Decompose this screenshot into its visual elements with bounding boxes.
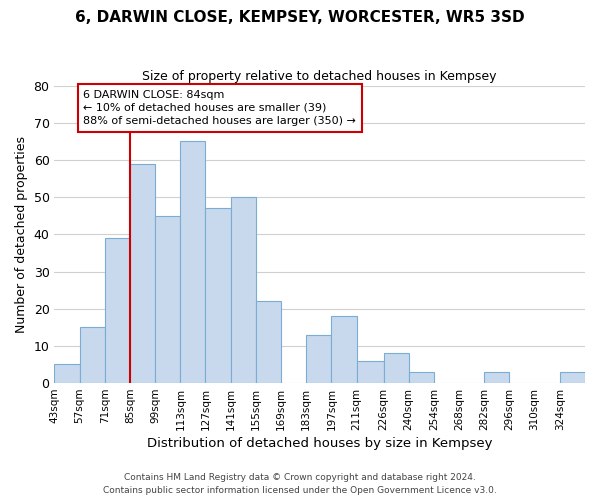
Bar xyxy=(230,197,256,383)
Bar xyxy=(256,302,281,383)
Bar xyxy=(409,372,434,383)
Text: Contains HM Land Registry data © Crown copyright and database right 2024.
Contai: Contains HM Land Registry data © Crown c… xyxy=(103,474,497,495)
Bar xyxy=(484,372,509,383)
Bar xyxy=(331,316,356,383)
Bar xyxy=(155,216,181,383)
Bar xyxy=(55,364,80,383)
Bar xyxy=(80,328,105,383)
Bar xyxy=(356,361,383,383)
Bar xyxy=(105,238,130,383)
Text: 6 DARWIN CLOSE: 84sqm
← 10% of detached houses are smaller (39)
88% of semi-deta: 6 DARWIN CLOSE: 84sqm ← 10% of detached … xyxy=(83,90,356,126)
Bar xyxy=(205,208,230,383)
Y-axis label: Number of detached properties: Number of detached properties xyxy=(15,136,28,333)
Bar xyxy=(181,142,205,383)
Text: 6, DARWIN CLOSE, KEMPSEY, WORCESTER, WR5 3SD: 6, DARWIN CLOSE, KEMPSEY, WORCESTER, WR5… xyxy=(75,10,525,25)
Bar xyxy=(560,372,585,383)
Bar xyxy=(130,164,155,383)
Bar xyxy=(306,334,331,383)
Bar xyxy=(383,354,409,383)
X-axis label: Distribution of detached houses by size in Kempsey: Distribution of detached houses by size … xyxy=(147,437,493,450)
Title: Size of property relative to detached houses in Kempsey: Size of property relative to detached ho… xyxy=(142,70,497,83)
